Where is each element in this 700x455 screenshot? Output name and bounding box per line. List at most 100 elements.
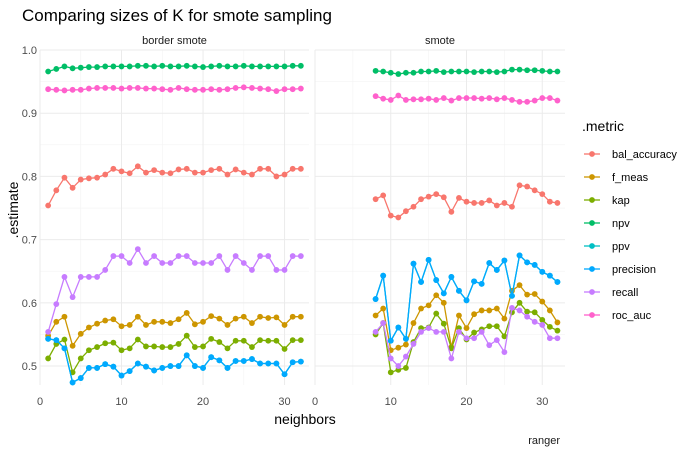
data-point [463, 335, 470, 342]
data-point [289, 337, 296, 344]
facet-strip-label: smote [425, 35, 455, 47]
y-tick-label: 0.6 [22, 298, 37, 310]
data-point [546, 68, 553, 75]
data-point [433, 310, 440, 317]
data-point [418, 279, 424, 285]
data-point [102, 361, 109, 368]
data-point [418, 96, 424, 103]
data-point [77, 274, 84, 280]
data-point [183, 332, 190, 339]
data-point [86, 175, 92, 182]
data-point [380, 305, 387, 312]
legend-key-point [589, 174, 595, 180]
data-point [175, 253, 182, 259]
data-point [143, 322, 149, 328]
data-point [524, 291, 531, 298]
data-point [486, 323, 493, 330]
data-point [183, 62, 190, 69]
data-point [433, 292, 440, 299]
legend-label: npv [612, 218, 630, 230]
data-point [297, 85, 304, 92]
data-point [232, 358, 239, 364]
data-point [493, 267, 500, 273]
data-point [395, 92, 402, 99]
data-point [297, 337, 304, 344]
data-point [395, 363, 402, 369]
data-point [77, 375, 84, 381]
data-point [265, 63, 272, 70]
series-bal_accuracy [372, 182, 561, 221]
data-point [257, 337, 263, 344]
data-point [554, 319, 561, 326]
data-point [86, 85, 92, 92]
series-line [47, 165, 301, 206]
data-point [232, 253, 239, 259]
legend-label: kap [612, 195, 630, 207]
data-point [387, 369, 394, 376]
data-point [471, 329, 477, 336]
data-point [478, 280, 485, 287]
data-point [448, 68, 455, 75]
data-point [208, 63, 215, 70]
data-point [94, 344, 100, 350]
data-point [61, 174, 68, 181]
data-point [410, 69, 417, 76]
data-point [456, 68, 462, 75]
data-point [183, 352, 190, 359]
data-point [531, 291, 538, 297]
data-point [531, 318, 538, 325]
series-precision [372, 252, 561, 344]
data-point [191, 86, 198, 93]
data-point [175, 341, 182, 347]
data-point [440, 290, 447, 297]
data-point [440, 329, 447, 335]
data-point [232, 85, 239, 91]
data-point [77, 355, 84, 362]
data-point [410, 203, 417, 210]
y-tick-label: 1.0 [22, 45, 37, 57]
data-point [69, 184, 76, 191]
data-point [200, 64, 206, 70]
data-point [387, 212, 394, 219]
data-point [53, 337, 60, 344]
data-point [395, 324, 402, 331]
data-point [200, 318, 206, 325]
data-point [478, 68, 485, 75]
panel-smote: smote 0 10 20 30 [312, 35, 565, 408]
data-point [45, 335, 52, 342]
data-point [493, 69, 500, 76]
data-point [433, 191, 440, 198]
x-tick-label: 30 [278, 396, 290, 408]
data-point [102, 171, 109, 178]
data-point [249, 267, 255, 273]
data-point [118, 347, 125, 354]
data-point [433, 329, 440, 335]
data-point [471, 335, 477, 342]
data-point [86, 64, 92, 70]
data-point [403, 335, 409, 342]
data-point [387, 337, 394, 344]
data-point [403, 208, 409, 215]
data-point [86, 324, 92, 331]
data-point [61, 336, 68, 343]
data-point [126, 345, 133, 352]
data-point [208, 335, 215, 342]
data-point [486, 342, 493, 349]
data-point [45, 355, 52, 362]
data-point [539, 322, 546, 328]
x-tick-label: 20 [197, 396, 209, 408]
data-point [425, 193, 432, 200]
data-point [183, 253, 190, 259]
data-point [249, 85, 255, 91]
data-point [531, 67, 538, 74]
x-tick-label: 0 [312, 396, 318, 408]
data-point [297, 358, 304, 365]
data-point [509, 292, 515, 299]
legend-item-kap: kap [584, 195, 630, 207]
data-point [134, 85, 141, 91]
data-point [440, 299, 447, 306]
data-point [110, 339, 117, 346]
data-point [240, 62, 247, 69]
data-point [208, 167, 215, 173]
